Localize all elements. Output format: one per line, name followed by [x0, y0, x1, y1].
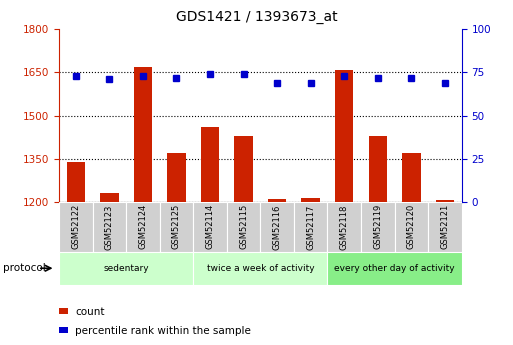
- Bar: [134, 67, 152, 202]
- Text: GSM52114: GSM52114: [206, 204, 214, 249]
- Bar: [260, 202, 294, 252]
- Bar: [428, 202, 462, 252]
- Text: twice a week of activity: twice a week of activity: [207, 264, 314, 273]
- Bar: [126, 202, 160, 252]
- Bar: [335, 70, 353, 202]
- Bar: [100, 193, 119, 202]
- Bar: [92, 202, 126, 252]
- Text: GSM52115: GSM52115: [239, 204, 248, 249]
- Bar: [59, 202, 92, 252]
- Bar: [368, 136, 387, 202]
- Bar: [227, 202, 260, 252]
- Bar: [193, 202, 227, 252]
- Bar: [302, 197, 320, 202]
- Text: sedentary: sedentary: [103, 264, 149, 273]
- Bar: [361, 202, 394, 252]
- Bar: [167, 153, 186, 202]
- Text: GSM52117: GSM52117: [306, 204, 315, 249]
- Text: GSM52116: GSM52116: [272, 204, 282, 249]
- Text: GDS1421 / 1393673_at: GDS1421 / 1393673_at: [175, 10, 338, 24]
- Text: GSM52120: GSM52120: [407, 204, 416, 249]
- Bar: [294, 202, 327, 252]
- Bar: [436, 200, 454, 202]
- Text: count: count: [75, 307, 105, 316]
- Bar: [160, 202, 193, 252]
- Text: protocol: protocol: [3, 264, 45, 273]
- Bar: [59, 252, 193, 285]
- Bar: [234, 136, 253, 202]
- Text: GSM52118: GSM52118: [340, 204, 349, 249]
- Bar: [201, 127, 219, 202]
- Text: GSM52123: GSM52123: [105, 204, 114, 249]
- Text: every other day of activity: every other day of activity: [334, 264, 455, 273]
- Text: GSM52122: GSM52122: [71, 204, 80, 249]
- Text: GSM52124: GSM52124: [139, 204, 147, 249]
- Text: GSM52121: GSM52121: [441, 204, 449, 249]
- Bar: [402, 153, 421, 202]
- Bar: [193, 252, 327, 285]
- Bar: [268, 199, 286, 202]
- Bar: [67, 161, 85, 202]
- Text: GSM52119: GSM52119: [373, 204, 382, 249]
- Text: GSM52125: GSM52125: [172, 204, 181, 249]
- Bar: [327, 202, 361, 252]
- Bar: [327, 252, 462, 285]
- Text: percentile rank within the sample: percentile rank within the sample: [75, 326, 251, 335]
- Bar: [394, 202, 428, 252]
